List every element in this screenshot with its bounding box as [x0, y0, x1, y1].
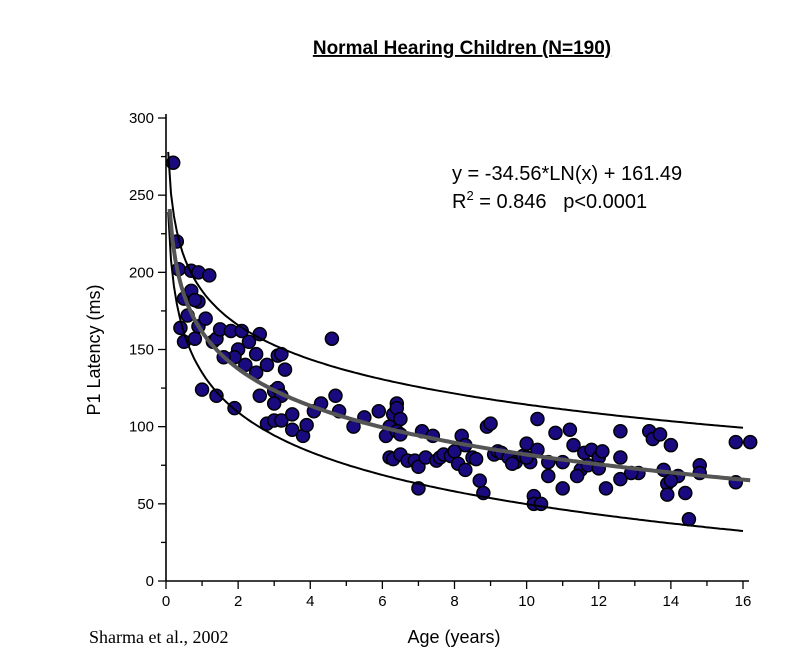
data-point — [652, 427, 668, 442]
y-tick-label: 250 — [129, 187, 154, 204]
axes: 0 50 100 150 200 250 300 0 2 4 6 8 10 12 14 16 — [129, 110, 751, 610]
data-point — [613, 450, 628, 465]
data-point — [728, 434, 744, 450]
data-point — [660, 487, 675, 502]
data-point — [566, 437, 581, 453]
data-point — [742, 434, 758, 450]
r2-value: = 0.846 p<0.0001 — [474, 191, 648, 213]
x-tick-label: 6 — [378, 593, 386, 610]
data-point — [252, 388, 268, 404]
data-point — [541, 468, 556, 484]
y-tick-label: 50 — [137, 496, 154, 513]
data-point — [663, 473, 679, 488]
data-point — [548, 425, 563, 441]
y-tick-label: 150 — [129, 342, 154, 359]
x-tick-label: 8 — [450, 593, 458, 610]
x-tick-label: 0 — [162, 593, 170, 610]
data-point — [519, 436, 534, 451]
data-point — [328, 388, 343, 404]
data-point — [248, 346, 264, 362]
data-point — [187, 292, 203, 308]
data-point — [194, 382, 210, 397]
data-point — [595, 444, 610, 459]
fit-curve — [167, 208, 751, 483]
upper-bound-curve — [167, 151, 744, 429]
data-point — [198, 311, 213, 326]
y-tick-label: 300 — [129, 110, 154, 127]
data-point — [678, 485, 693, 501]
data-point — [562, 422, 578, 438]
data-point — [284, 407, 300, 422]
y-axis-label: P1 Latency (ms) — [84, 284, 104, 415]
r-squared-annotation: R2 = 0.846 p<0.0001 — [452, 188, 647, 213]
data-points — [165, 155, 758, 527]
data-point — [598, 481, 614, 496]
data-point — [483, 416, 498, 431]
data-point — [209, 388, 224, 404]
data-point — [458, 462, 473, 478]
data-point — [555, 481, 570, 496]
data-point — [266, 396, 282, 411]
data-point — [187, 331, 203, 346]
x-tick-label: 4 — [306, 593, 314, 610]
data-point — [663, 437, 679, 453]
data-point — [393, 411, 408, 427]
data-point — [202, 268, 217, 283]
y-tick-label: 0 — [146, 573, 154, 590]
data-point — [530, 411, 545, 427]
lower-bound-curve — [167, 211, 744, 532]
fit-equation: y = -34.56*LN(x) + 161.49 — [452, 163, 682, 185]
x-tick-label: 10 — [518, 593, 535, 610]
x-tick-label: 2 — [234, 593, 242, 610]
data-point — [241, 334, 257, 350]
data-point — [277, 362, 293, 377]
chart-title: Normal Hearing Children (N=190) — [313, 38, 611, 59]
r2-superscript: 2 — [466, 188, 473, 203]
data-point — [299, 417, 314, 433]
curves — [167, 151, 751, 532]
citation: Sharma et al., 2002 — [89, 627, 228, 647]
x-tick-label: 16 — [735, 593, 752, 610]
data-point — [284, 422, 300, 438]
data-point — [681, 512, 697, 527]
data-point — [371, 403, 387, 419]
data-point — [613, 471, 628, 487]
data-point — [238, 357, 253, 373]
data-point — [468, 451, 484, 467]
x-tick-label: 12 — [590, 593, 607, 610]
data-point — [472, 473, 487, 488]
data-point — [613, 424, 628, 439]
data-point — [533, 496, 549, 512]
x-tick-label: 14 — [663, 593, 680, 610]
r2-prefix: R — [452, 191, 466, 213]
data-point — [274, 413, 289, 428]
x-axis-label: Age (years) — [407, 627, 500, 647]
data-point — [569, 468, 585, 484]
data-point — [324, 331, 340, 346]
y-tick-label: 200 — [129, 264, 154, 281]
y-tick-label: 100 — [129, 419, 154, 436]
data-point — [504, 456, 520, 471]
data-point — [259, 357, 275, 373]
